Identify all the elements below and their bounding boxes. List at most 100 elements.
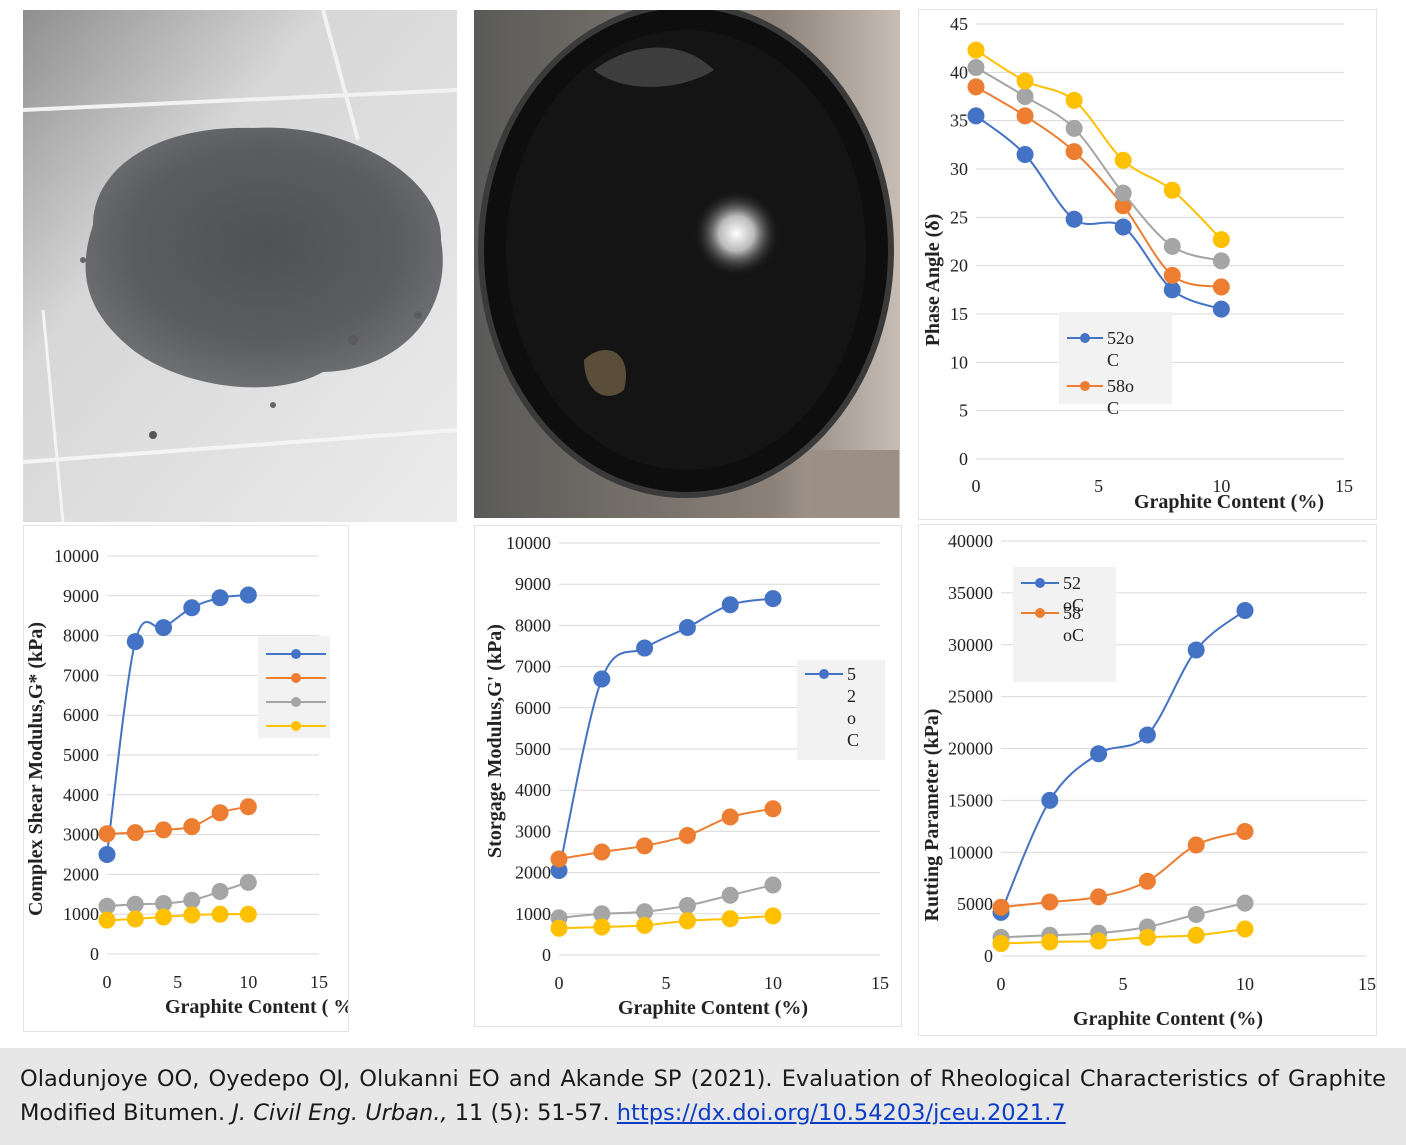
y-tick-label: 6000 — [63, 705, 99, 725]
data-point — [239, 586, 257, 604]
data-point — [211, 589, 229, 607]
data-point — [1163, 281, 1181, 299]
data-point — [764, 876, 782, 894]
legend-label: 2 — [847, 686, 856, 706]
data-point — [764, 907, 782, 925]
y-tick-label: 30 — [950, 159, 968, 179]
data-point — [211, 905, 229, 923]
rutting-parameter-chart: 0 5000 10000 15000 20000 25000 30000 35000 40000… — [918, 524, 1377, 1036]
y-tick-label: 30000 — [948, 635, 993, 655]
x-tick-label: 15 — [310, 972, 328, 992]
data-point — [1065, 119, 1083, 137]
legend-marker — [291, 673, 301, 683]
x-tick-label: 10 — [764, 973, 782, 993]
data-point — [967, 41, 985, 59]
y-tick-label: 0 — [984, 946, 993, 966]
data-point — [593, 670, 611, 688]
legend-marker — [1080, 381, 1090, 391]
data-point — [1041, 791, 1059, 809]
data-point — [721, 808, 739, 826]
data-point — [1212, 252, 1230, 270]
y-tick-label: 8000 — [63, 626, 99, 646]
x-tick-label: 10 — [1212, 476, 1230, 496]
x-tick-label: 5 — [173, 972, 182, 992]
series-line-2 — [975, 85, 1222, 288]
data-point — [593, 843, 611, 861]
data-point — [1016, 88, 1034, 105]
y-tick-label: 2000 — [63, 864, 99, 884]
data-point — [1163, 237, 1181, 255]
x-tick-label: 15 — [1358, 974, 1376, 994]
data-point — [1065, 143, 1083, 161]
legend-label: C — [847, 730, 859, 750]
data-point — [98, 846, 116, 863]
data-point — [1187, 926, 1205, 944]
data-point — [1187, 906, 1205, 923]
data-point — [1016, 146, 1034, 163]
data-point — [1212, 300, 1230, 318]
series-line-1 — [975, 115, 1222, 311]
series-line-4 — [558, 914, 774, 930]
data-point — [1090, 745, 1108, 763]
y-tick-label: 0 — [542, 945, 551, 965]
data-point — [550, 850, 568, 868]
legend-label: C — [1107, 398, 1119, 418]
y-tick-label: 5000 — [957, 894, 993, 914]
data-point — [1065, 210, 1083, 228]
x-tick-label: 0 — [103, 972, 112, 992]
bitumen-bucket-photo — [474, 10, 900, 518]
data-point — [992, 935, 1010, 953]
data-point — [678, 827, 696, 845]
x-tick-label: 15 — [871, 973, 889, 993]
y-tick-label: 25 — [950, 207, 968, 227]
x-axis-title: Graphite Content (%) — [1134, 491, 1324, 513]
data-point — [183, 818, 201, 836]
y-tick-label: 10000 — [54, 546, 99, 566]
data-point — [1090, 888, 1108, 906]
legend-marker — [819, 669, 829, 679]
y-tick-label: 40000 — [948, 531, 993, 551]
data-point — [1187, 641, 1205, 659]
y-axis-title: Rutting Parameter (kPa) — [921, 709, 943, 922]
phase-angle-chart-svg: 0 5 10 15 20 25 30 35 40 45 0 5 10 15 Graphite Content… — [922, 14, 1353, 513]
data-point — [550, 919, 568, 937]
y-tick-label: 2000 — [515, 863, 551, 883]
citation-doi-link[interactable]: https://dx.doi.org/10.54203/jceu.2021.7 — [616, 1100, 1066, 1126]
x-axis-title: Graphite Content ( %) — [165, 996, 348, 1018]
legend-label: 5 — [847, 664, 856, 684]
series-line-1 — [558, 597, 774, 871]
legend-label: oC — [1063, 595, 1084, 615]
y-tick-label: 7000 — [515, 657, 551, 677]
y-tick-label: 8000 — [515, 615, 551, 635]
y-tick-label: 3000 — [515, 821, 551, 841]
y-axis-title: Phase Angle (δ) — [922, 214, 944, 347]
legend-marker — [1035, 578, 1045, 588]
data-point — [126, 910, 144, 928]
data-point — [1041, 893, 1059, 911]
data-point — [126, 895, 144, 913]
series-line-3 — [1000, 902, 1246, 939]
data-point — [1163, 181, 1181, 199]
data-point — [1236, 602, 1254, 620]
legend-label: 52 — [1063, 573, 1081, 593]
data-point — [967, 107, 985, 125]
data-point — [636, 837, 654, 855]
data-point — [239, 873, 257, 891]
y-tick-label: 10000 — [948, 842, 993, 862]
y-tick-label: 5 — [959, 401, 968, 421]
data-point — [1138, 872, 1156, 890]
data-point — [967, 78, 985, 96]
data-point — [155, 619, 173, 637]
citation-volume: 11 (5): 51-57. — [454, 1100, 610, 1126]
x-tick-label: 5 — [1094, 476, 1103, 496]
data-point — [1138, 928, 1156, 946]
data-point — [1236, 894, 1254, 912]
y-tick-label: 45 — [950, 14, 968, 34]
data-point — [1236, 823, 1254, 840]
x-tick-label: 5 — [1119, 974, 1128, 994]
legend-marker — [1080, 333, 1090, 343]
data-point — [183, 891, 201, 909]
y-tick-label: 40 — [950, 62, 968, 82]
x-tick-label: 5 — [662, 973, 671, 993]
y-tick-label: 10000 — [506, 533, 551, 553]
